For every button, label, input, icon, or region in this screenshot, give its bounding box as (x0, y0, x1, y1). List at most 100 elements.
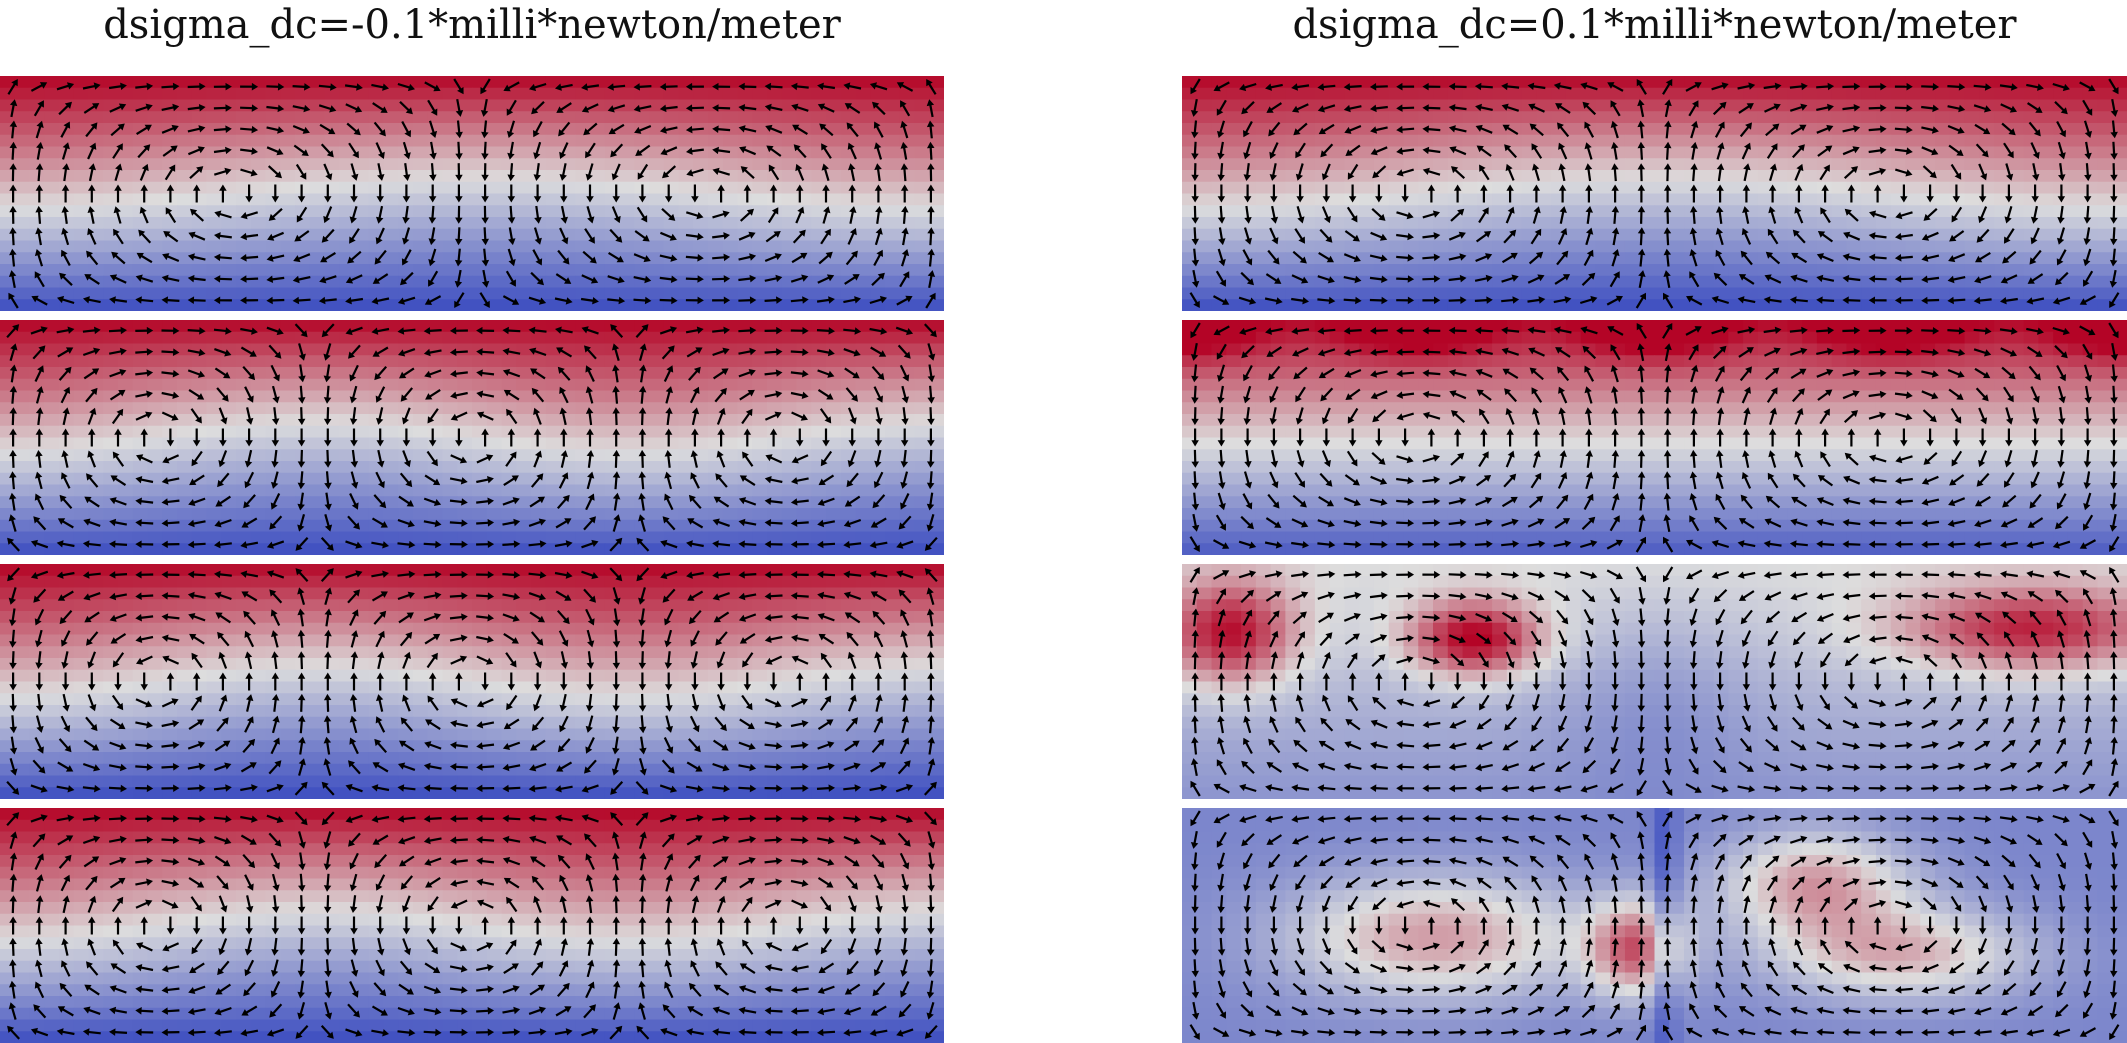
velocity-arrow (899, 572, 914, 579)
velocity-arrow-head (34, 618, 42, 626)
velocity-arrow-head (900, 672, 909, 679)
velocity-arrow (352, 697, 357, 712)
velocity-arrow-head (870, 521, 879, 528)
velocity-arrow-head (476, 721, 484, 729)
velocity-arrow-head (659, 104, 667, 113)
velocity-arrow-head (1244, 217, 1252, 224)
velocity-arrow-head (161, 498, 169, 506)
velocity-arrow-head (9, 619, 17, 627)
velocity-arrow-head (1380, 613, 1388, 621)
velocity-arrow (10, 736, 15, 751)
velocity-arrow-head (587, 471, 595, 479)
velocity-arrow (1556, 609, 1567, 622)
velocity-arrow-head (62, 142, 70, 150)
velocity-arrow (1343, 253, 1358, 261)
velocity-arrow (792, 231, 804, 244)
velocity-arrow-head (2000, 276, 2008, 284)
velocity-arrow-head (638, 662, 647, 670)
velocity-arrow (375, 142, 384, 156)
velocity-arrow (902, 407, 907, 422)
velocity-arrow (1716, 389, 1723, 404)
velocity-arrow-head (266, 254, 274, 262)
velocity-arrow (873, 84, 888, 91)
velocity-arrow (1321, 104, 1336, 111)
velocity-arrow-head (695, 765, 703, 772)
velocity-arrow (245, 471, 255, 486)
velocity-arrow (11, 941, 15, 956)
velocity-arrow (1685, 83, 1699, 92)
velocity-arrow (505, 652, 516, 665)
velocity-arrow (375, 959, 384, 974)
velocity-arrow (817, 275, 831, 284)
velocity-arrow-head (1637, 205, 1646, 213)
velocity-arrow-head (217, 967, 224, 976)
velocity-arrow (480, 392, 495, 398)
velocity-arrow-head (1949, 234, 1957, 242)
velocity-arrow-head (1370, 148, 1378, 156)
velocity-arrow (272, 493, 281, 507)
velocity-arrow (637, 105, 652, 111)
velocity-arrow-head (774, 253, 782, 261)
velocity-arrow (1531, 84, 1546, 90)
velocity-arrow-head (1343, 104, 1351, 113)
velocity-arrow-head (1191, 238, 1199, 246)
velocity-arrow-head (9, 449, 17, 457)
velocity-arrow (139, 1009, 154, 1013)
velocity-arrow (1974, 367, 1988, 377)
velocity-arrow (1215, 270, 1225, 284)
velocity-arrow-head (535, 661, 542, 669)
velocity-arrow-head (747, 389, 755, 397)
velocity-arrow-head (1193, 544, 1200, 552)
velocity-arrow-head (2109, 259, 2118, 267)
velocity-arrow (923, 323, 936, 336)
velocity-arrow-head (187, 540, 195, 549)
velocity-arrow-head (638, 705, 647, 712)
velocity-arrow-head (1370, 348, 1377, 357)
velocity-arrow (534, 120, 543, 135)
velocity-arrow-head (1266, 350, 1274, 357)
velocity-arrow (2110, 536, 2120, 550)
velocity-arrow-head (86, 961, 93, 969)
velocity-arrow-head (1615, 539, 1623, 547)
velocity-arrow-head (817, 613, 825, 620)
velocity-arrow-head (1434, 570, 1441, 579)
velocity-arrow (449, 1009, 464, 1013)
velocity-arrow (373, 982, 385, 995)
velocity-arrow-head (1354, 591, 1362, 600)
velocity-arrow (1846, 573, 1861, 576)
velocity-arrow-head (1794, 206, 1802, 214)
velocity-arrow (1712, 347, 1725, 360)
velocity-arrow (191, 962, 205, 972)
velocity-arrow (822, 146, 832, 159)
velocity-arrow-head (717, 428, 725, 435)
velocity-arrow-head (65, 835, 74, 842)
velocity-arrow-head (65, 347, 74, 354)
velocity-arrow (738, 370, 753, 378)
velocity-arrow-head (1560, 228, 1568, 236)
velocity-arrow-head (1894, 254, 1902, 262)
velocity-arrow (375, 471, 384, 486)
velocity-arrow-head (664, 981, 671, 989)
velocity-arrow-head (2009, 105, 2017, 113)
velocity-arrow-head (30, 1027, 38, 1035)
velocity-arrow (584, 328, 599, 335)
velocity-arrow (609, 539, 621, 552)
velocity-arrow (349, 762, 361, 775)
velocity-arrow (1528, 497, 1541, 509)
velocity-arrow (9, 834, 16, 850)
velocity-arrow (1947, 368, 1962, 377)
velocity-arrow-head (512, 497, 520, 505)
velocity-arrow (795, 146, 807, 159)
velocity-arrow (1769, 411, 1776, 426)
velocity-arrow (300, 895, 303, 910)
velocity-arrow (927, 761, 934, 776)
velocity-arrow (483, 141, 487, 156)
velocity-arrow-head (1460, 571, 1467, 579)
velocity-arrow (1742, 253, 1753, 266)
velocity-arrow (816, 329, 831, 333)
velocity-arrow-head (195, 904, 202, 912)
velocity-arrow-head (927, 397, 935, 404)
velocity-arrow-head (802, 296, 809, 304)
velocity-arrow (1975, 143, 1987, 156)
velocity-arrow-head (612, 852, 620, 860)
